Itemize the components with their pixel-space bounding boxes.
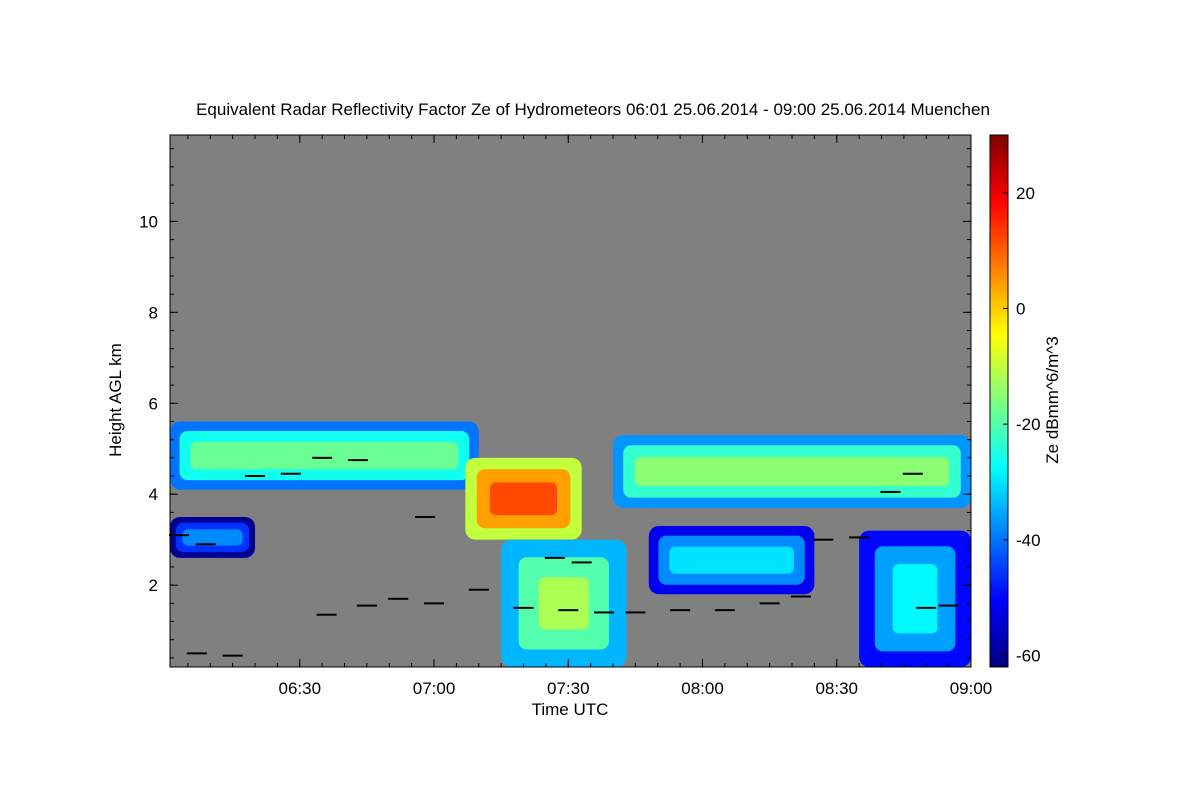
echo-region	[465, 457, 582, 540]
cloud-base-point	[388, 597, 409, 600]
x-tick-label: 08:30	[815, 679, 858, 698]
x-tick-label: 07:30	[547, 679, 590, 698]
cloud-base-point	[186, 652, 207, 655]
echo-region-core	[182, 529, 243, 546]
cloud-base-point	[312, 456, 333, 459]
cloud-base-point	[356, 604, 377, 607]
y-tick-label: 6	[149, 394, 158, 413]
x-tick-label: 06:30	[278, 679, 321, 698]
cloud-base-point	[544, 556, 565, 559]
x-tick-label: 09:00	[950, 679, 993, 698]
x-tick-label: 07:00	[413, 679, 456, 698]
reflectivity-field	[170, 421, 971, 667]
y-tick-label: 10	[139, 212, 158, 231]
cloud-base-point	[813, 538, 834, 541]
echo-region	[501, 539, 627, 667]
cloud-base-point	[594, 611, 615, 614]
echo-region-core	[190, 441, 459, 470]
cloud-base-point	[168, 534, 189, 537]
colorbar-ticks: 20 0 -20 -40 -60	[1003, 184, 1041, 665]
cloud-base-point	[849, 536, 870, 539]
cloud-base-point	[424, 602, 445, 605]
echo-region	[170, 421, 479, 490]
cloud-base-point	[902, 472, 923, 475]
y-tick-label: 4	[149, 485, 158, 504]
cloud-base-point	[714, 609, 735, 612]
cloud-base-point	[790, 595, 811, 598]
cloud-base-point	[759, 602, 780, 605]
chart-title: Equivalent Radar Reflectivity Factor Ze …	[196, 100, 990, 119]
cloud-base-point	[625, 611, 646, 614]
echo-region	[859, 530, 971, 667]
echo-region-core	[892, 564, 938, 634]
x-axis-label: Time UTC	[532, 700, 609, 719]
echo-region	[170, 516, 256, 558]
cloud-base-markers	[168, 456, 959, 657]
colorbar-tick-label: -40	[1016, 531, 1041, 550]
echo-region-core	[538, 577, 589, 630]
colorbar-tick-label: 20	[1016, 184, 1035, 203]
cloud-base-point	[347, 459, 368, 462]
cloud-base-point	[558, 609, 579, 612]
colorbar: 20 0 -20 -40 -60	[989, 134, 1041, 668]
y-tick-label: 8	[149, 303, 158, 322]
echo-region	[613, 435, 971, 508]
y-axis: 2 4 6 8 10	[139, 148, 971, 659]
colorbar-tick-label: -20	[1016, 415, 1041, 434]
plot-area	[168, 134, 972, 668]
echo-region	[648, 526, 815, 595]
echo-region-core	[489, 482, 558, 516]
cloud-base-point	[468, 588, 489, 591]
y-axis-label: Height AGL km	[106, 343, 125, 457]
cloud-base-point	[571, 561, 592, 564]
y-tick-label: 2	[149, 576, 158, 595]
colorbar-scale	[989, 134, 1009, 668]
cloud-base-point	[415, 515, 436, 518]
x-tick-label: 08:00	[681, 679, 724, 698]
colorbar-tick-label: -60	[1016, 646, 1041, 665]
echo-region-core	[669, 546, 794, 574]
cloud-base-point	[316, 613, 337, 616]
plot-frame	[169, 134, 972, 668]
cloud-base-point	[195, 543, 216, 546]
cloud-base-point	[280, 472, 301, 475]
cloud-base-point	[916, 606, 937, 609]
cloud-base-point	[880, 490, 901, 493]
cloud-base-point	[222, 654, 243, 657]
cloud-base-point	[245, 475, 266, 478]
cloud-base-point	[670, 609, 691, 612]
echo-region-core	[634, 456, 950, 487]
cloud-base-point	[513, 606, 534, 609]
x-axis: 06:30 07:00 07:30 08:00 08:30 09:00	[187, 135, 993, 698]
colorbar-label: Ze dBmm^6/m^3	[1043, 336, 1062, 463]
colorbar-tick-label: 0	[1016, 299, 1025, 318]
cloud-base-point	[938, 604, 959, 607]
